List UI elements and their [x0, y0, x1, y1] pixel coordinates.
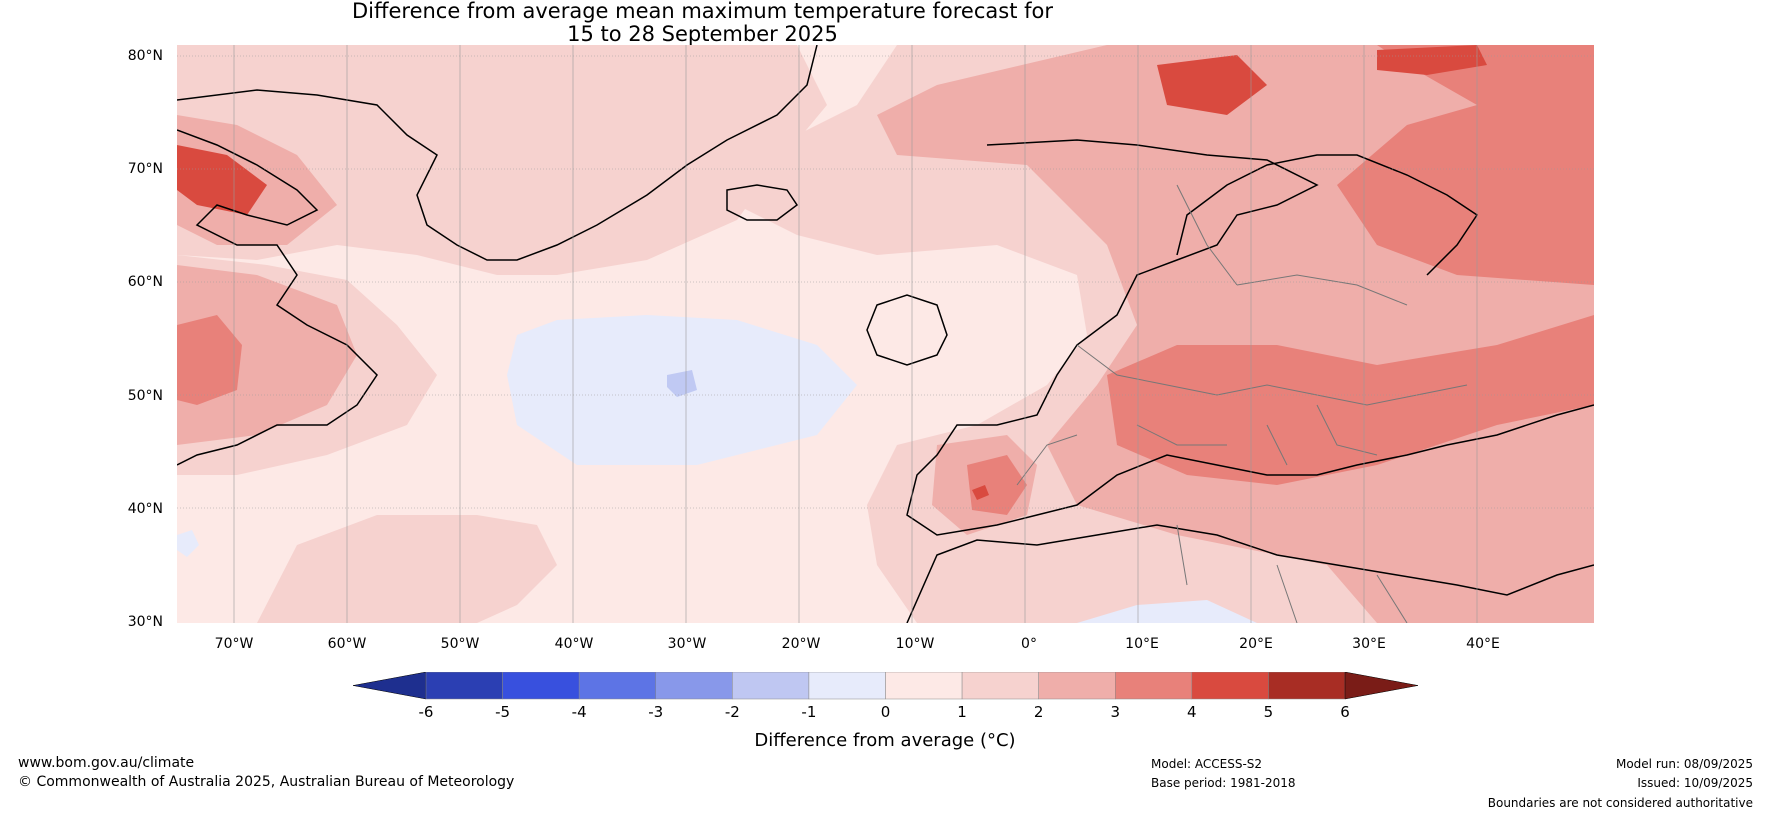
colorbar-tick-label: 3	[1110, 703, 1121, 721]
footer-base-period: Base period: 1981-2018	[1151, 776, 1296, 790]
colorbar-bin-9	[1115, 672, 1193, 700]
lon-label-10e: 10°E	[1125, 636, 1159, 652]
colorbar-bin-3	[655, 672, 733, 700]
lat-label-80n: 80°N	[127, 48, 163, 64]
anomaly-1-2-greenland	[177, 45, 827, 275]
colorbar-tick-label: -5	[495, 703, 511, 721]
map-svg	[177, 45, 1594, 623]
title-line-1: Difference from average mean maximum tem…	[352, 0, 1053, 23]
anomaly-3-4-east	[1337, 45, 1594, 285]
colorbar-tick-label: -1	[801, 703, 817, 721]
anomaly-4-5-spain	[972, 485, 989, 500]
anomaly-4-5-baffin	[177, 145, 267, 215]
colorbar-bin-5	[808, 672, 886, 700]
meridians	[233, 45, 1478, 623]
lon-label-30e: 30°E	[1352, 636, 1386, 652]
lon-label-30w: 30°W	[667, 636, 707, 652]
colorbar-extend-high	[1344, 672, 1418, 700]
colorbar-label-text: Difference from average (°C)	[754, 730, 1016, 751]
anomaly-3-4-balkans	[1107, 315, 1594, 485]
lat-label-60n: 60°N	[127, 274, 163, 290]
british-isles-coastline	[866, 294, 948, 366]
canada-coastline	[177, 129, 378, 466]
colorbar-tick-label: 0	[880, 703, 891, 721]
colorbar-bin-8	[1038, 672, 1116, 700]
colorbar-bin-0	[425, 672, 503, 700]
footer-website: www.bom.gov.au/climate	[18, 755, 195, 771]
lon-label-20e: 20°E	[1239, 636, 1273, 652]
colorbar-tick-label: -6	[418, 703, 434, 721]
anomaly-minus-1-0-small	[177, 530, 199, 557]
colorbar	[353, 672, 1418, 700]
anomaly-minus-1-0-africa	[1077, 600, 1257, 623]
greenland-coastline	[177, 45, 818, 261]
colorbar-bin-6	[885, 672, 963, 700]
footer-disclaimer: Boundaries are not considered authoritat…	[1487, 796, 1753, 810]
footer-model-run: Model run: 08/09/2025	[1615, 757, 1753, 771]
lat-label-30n: 30°N	[127, 614, 163, 630]
footer-issued: Issued: 10/09/2025	[1637, 776, 1753, 790]
lon-label-0: 0°	[1021, 636, 1037, 652]
colorbar-tick-label: -2	[724, 703, 740, 721]
forecast-map	[177, 45, 1594, 623]
colorbar-bin-11	[1268, 672, 1346, 700]
anomaly-2-3-labrador	[177, 265, 357, 445]
lon-label-40e: 40°E	[1466, 636, 1500, 652]
scandinavia-coastline	[1176, 154, 1479, 276]
anomaly-3-4-iberia	[967, 455, 1027, 515]
footer-model: Model: ACCESS-S2	[1151, 757, 1263, 771]
anomaly-4-5-arctic	[1157, 55, 1267, 115]
lon-label-50w: 50°W	[440, 636, 480, 652]
colorbar-bin-2	[578, 672, 657, 700]
footer-copyright: © Commonwealth of Australia 2025, Austra…	[18, 774, 515, 790]
colorbar-tick-label: 2	[1033, 703, 1044, 721]
colorbar-bin-4	[732, 672, 810, 700]
colorbar-tick-label: 6	[1340, 703, 1350, 721]
colorbar-tick-label: 4	[1187, 703, 1197, 721]
anomaly-3-4-labrador	[177, 315, 242, 405]
lon-label-70w: 70°W	[214, 636, 254, 652]
lat-label-40n: 40°N	[127, 501, 163, 517]
lon-label-40w: 40°W	[554, 636, 594, 652]
lon-label-60w: 60°W	[327, 636, 367, 652]
graticule	[177, 55, 1594, 509]
national-borders	[1016, 184, 1468, 623]
anomaly-1-2-south	[257, 515, 557, 623]
colorbar-bin-7	[961, 672, 1039, 700]
colorbar-tick-label: -4	[571, 703, 587, 721]
map-title: Difference from average mean maximum tem…	[0, 0, 1405, 46]
title-line-2: 15 to 28 September 2025	[567, 22, 838, 46]
lat-label-70n: 70°N	[127, 161, 163, 177]
lat-label-50n: 50°N	[127, 388, 163, 404]
europe-coastline	[906, 139, 1594, 536]
colorbar-bin-1	[502, 672, 580, 700]
colorbar-tick-label: 5	[1263, 703, 1274, 721]
anomaly-4-5-barents	[1377, 45, 1487, 75]
colorbar-label: Difference from average (°C)	[0, 730, 1770, 751]
north-africa-coastline	[906, 524, 1594, 623]
colorbar-bin-10	[1191, 672, 1269, 700]
lon-label-10w: 10°W	[895, 636, 935, 652]
anomaly-minus-2-minus-1-atlantic	[667, 370, 697, 397]
colorbar-tick-label: -3	[648, 703, 664, 721]
lon-label-20w: 20°W	[781, 636, 821, 652]
colorbar-tick-label: 1	[957, 703, 967, 721]
colorbar-extend-low	[353, 672, 427, 700]
iceland-coastline	[726, 184, 799, 221]
